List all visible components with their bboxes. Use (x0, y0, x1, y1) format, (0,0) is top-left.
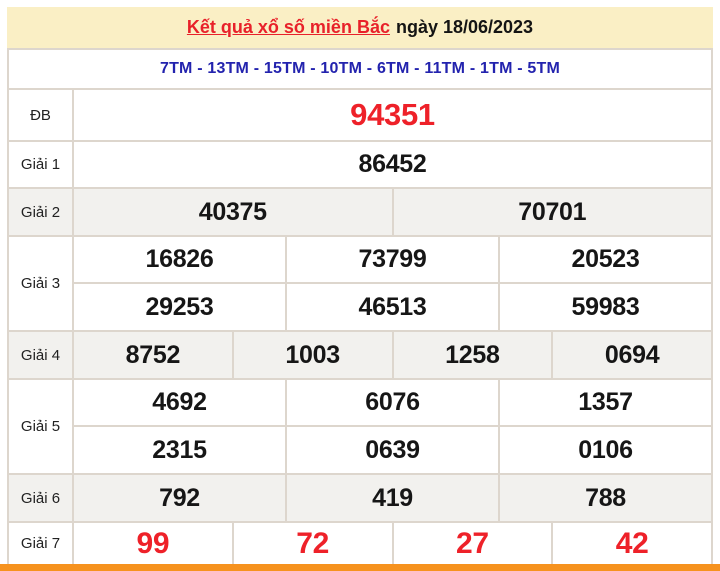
prize-value: 70701 (391, 187, 713, 237)
prize-value: 1003 (231, 330, 394, 380)
prize-row-5b: 2315 0639 0106 (8, 425, 713, 475)
prize-value: 29253 (72, 282, 287, 332)
prize-label-7: Giải 7 (7, 521, 74, 566)
prize-value: 419 (285, 473, 500, 523)
prize-value: 20523 (498, 235, 713, 284)
prize-row-3: Giải 3 16826 73799 20523 (7, 235, 713, 332)
results-table: ĐB 94351 Giải 1 86452 Giải 2 40375 70701… (7, 88, 713, 566)
prize-value: 99 (72, 521, 234, 566)
prize-value: 40375 (72, 187, 394, 237)
prize-value: 1258 (391, 330, 554, 380)
prize-value: 73799 (285, 235, 500, 284)
page-title-banner: Kết quả xổ số miền Bắc ngày 18/06/2023 (7, 7, 713, 48)
prize-value: 788 (498, 473, 713, 523)
prize-label-db: ĐB (7, 88, 74, 142)
prize-row-2: Giải 2 40375 70701 (7, 187, 713, 237)
prize-label-3: Giải 3 (7, 235, 74, 332)
prize-value: 0639 (285, 425, 500, 475)
prize-label-5: Giải 5 (7, 378, 74, 475)
summary-row: 7TM - 13TM - 15TM - 10TM - 6TM - 11TM - … (7, 48, 713, 88)
prize-row-4: Giải 4 8752 1003 1258 0694 (7, 330, 713, 380)
prize-label-6: Giải 6 (7, 473, 74, 523)
prize-value: 27 (391, 521, 554, 566)
prize-row-3b: 29253 46513 59983 (8, 282, 713, 332)
prize-label-4: Giải 4 (7, 330, 74, 380)
prize-label-1: Giải 1 (7, 140, 74, 189)
prize-row-7: Giải 7 99 72 27 42 (7, 521, 713, 566)
prize-value: 6076 (285, 378, 500, 427)
prize-value: 86452 (72, 140, 713, 189)
prize-label-2: Giải 2 (7, 187, 74, 237)
prize-value: 8752 (72, 330, 234, 380)
prize-row-db: ĐB 94351 (7, 88, 713, 142)
results-content: Kết quả xổ số miền Bắc ngày 18/06/2023 7… (7, 7, 713, 566)
bottom-accent-bar (0, 564, 720, 571)
title-link[interactable]: Kết quả xổ số miền Bắc (186, 17, 390, 37)
prize-value: 59983 (498, 282, 713, 332)
prize-row-6: Giải 6 792 419 788 (7, 473, 713, 523)
prize-value: 72 (231, 521, 394, 566)
prize-value: 1357 (498, 378, 713, 427)
prize-value: 94351 (72, 88, 713, 142)
prize-row-5: Giải 5 4692 6076 1357 (7, 378, 713, 475)
prize-value: 2315 (72, 425, 287, 475)
prize-value: 4692 (72, 378, 287, 427)
prize-value: 46513 (285, 282, 500, 332)
prize-value: 42 (551, 521, 713, 566)
prize-value: 792 (72, 473, 287, 523)
prize-value: 0106 (498, 425, 713, 475)
prize-value: 0694 (551, 330, 713, 380)
prize-row-1: Giải 1 86452 (7, 140, 713, 189)
summary-text: 7TM - 13TM - 15TM - 10TM - 6TM - 11TM - … (159, 60, 561, 77)
title-date: ngày 18/06/2023 (395, 17, 534, 37)
prize-value: 16826 (72, 235, 287, 284)
